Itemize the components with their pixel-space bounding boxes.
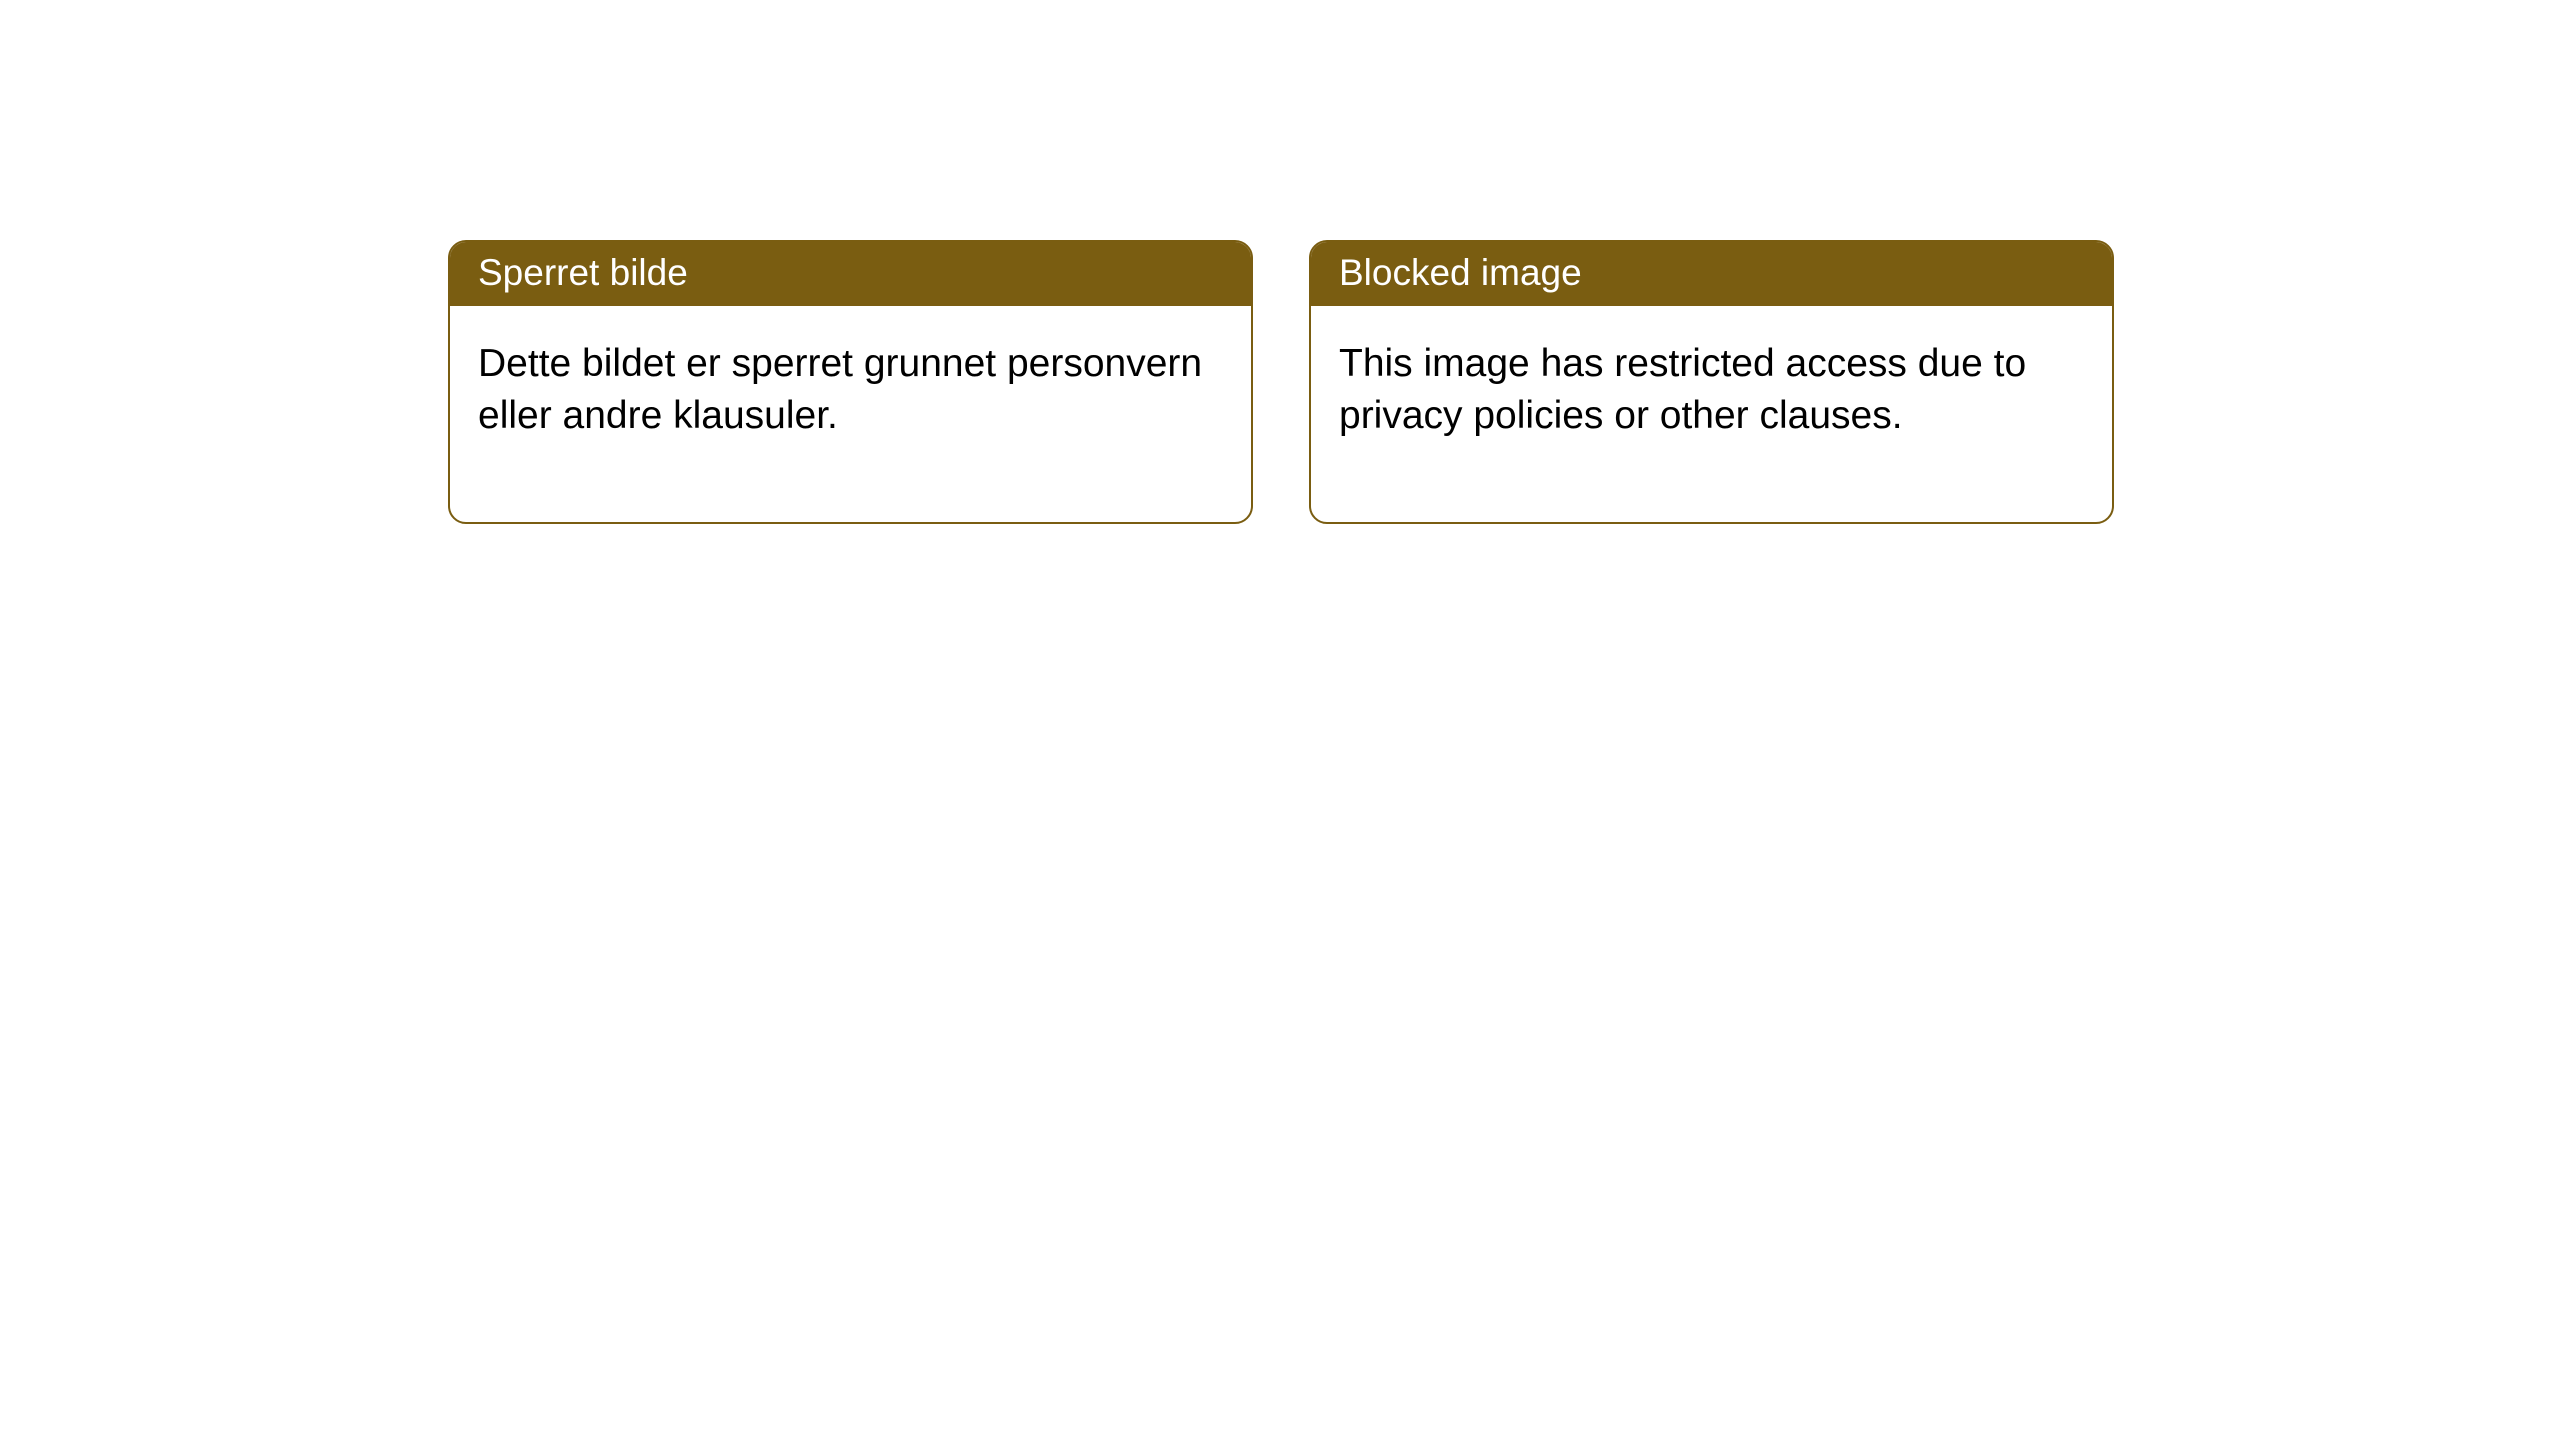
notice-body: This image has restricted access due to … bbox=[1311, 306, 2112, 522]
notice-card-norwegian: Sperret bilde Dette bildet er sperret gr… bbox=[448, 240, 1253, 524]
notice-body: Dette bildet er sperret grunnet personve… bbox=[450, 306, 1251, 522]
notice-title: Blocked image bbox=[1311, 242, 2112, 306]
notice-container: Sperret bilde Dette bildet er sperret gr… bbox=[0, 0, 2560, 524]
notice-title: Sperret bilde bbox=[450, 242, 1251, 306]
notice-card-english: Blocked image This image has restricted … bbox=[1309, 240, 2114, 524]
